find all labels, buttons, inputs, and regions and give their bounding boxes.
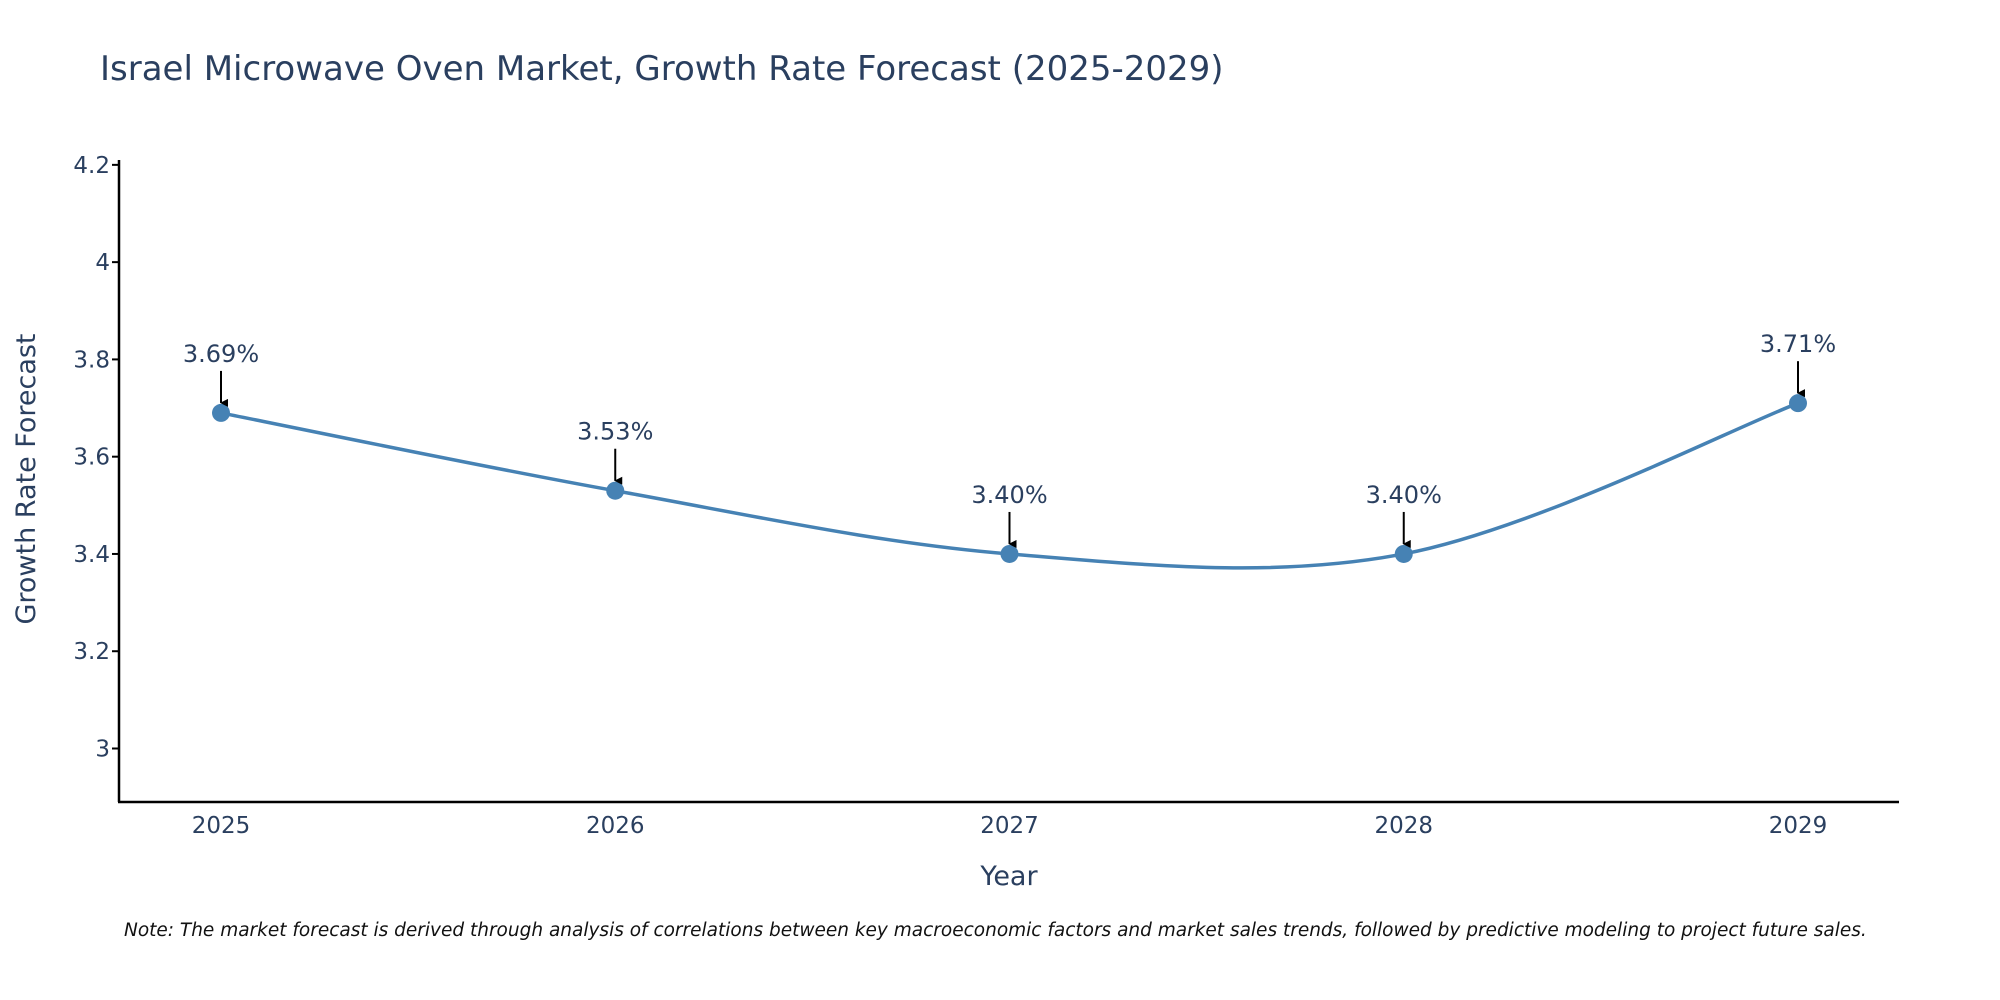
x-tick-label: 2027 [980, 813, 1039, 839]
y-tick-label: 3 [95, 737, 110, 763]
x-tick-label: 2028 [1374, 813, 1433, 839]
data-annotations: 3.69% 3.53% 3.40% 3.40% 3.71% [183, 330, 1836, 548]
y-axis-title: Growth Rate Forecast [11, 333, 42, 624]
data-point-2028 [1394, 544, 1413, 563]
x-axis-ticks: 2025 2026 2027 2028 2029 [192, 813, 1828, 839]
data-point-2025 [212, 403, 230, 422]
y-tick-label: 4 [95, 250, 110, 276]
y-axis-ticks: 3 3.2 3.4 3.6 3.8 4 4.2 [73, 153, 119, 763]
data-point-2029 [1789, 394, 1807, 413]
x-tick-label: 2026 [586, 813, 645, 839]
data-label-2026: 3.53% [577, 418, 653, 446]
x-axis-title: Year [979, 861, 1038, 892]
footnote: Note: The market forecast is derived thr… [124, 920, 1867, 941]
data-label-2029: 3.71% [1760, 330, 1836, 358]
data-markers [212, 394, 1807, 563]
data-label-2025: 3.69% [183, 340, 259, 368]
y-tick-label: 3.4 [73, 542, 110, 568]
x-tick-label: 2029 [1769, 813, 1828, 839]
y-tick-label: 3.6 [73, 445, 110, 471]
y-tick-label: 3.8 [73, 347, 110, 373]
x-tick-label: 2025 [192, 813, 251, 839]
chart-title: Israel Microwave Oven Market, Growth Rat… [100, 49, 1224, 89]
data-point-2027 [1000, 544, 1019, 563]
data-label-2027: 3.40% [971, 481, 1047, 509]
data-point-2026 [606, 481, 625, 500]
y-tick-label: 3.2 [73, 639, 110, 665]
data-label-2028: 3.40% [1366, 481, 1442, 509]
y-tick-label: 4.2 [73, 153, 110, 179]
